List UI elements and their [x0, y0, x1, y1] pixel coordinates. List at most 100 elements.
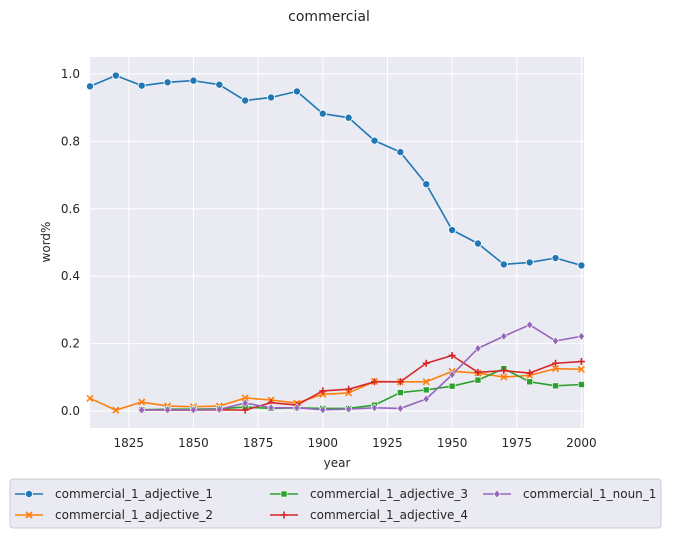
series-line-commercial_1_noun_1	[141, 323, 582, 411]
data-point	[551, 336, 560, 346]
data-point	[422, 394, 430, 404]
y-tick-label: 0.2	[61, 337, 80, 351]
series-line-commercial_1_adjective_1	[89, 74, 582, 267]
data-point	[448, 382, 456, 390]
data-point	[267, 93, 276, 102]
data-point	[241, 406, 249, 414]
data-point	[345, 389, 353, 397]
series-line-commercial_1_adjective_2	[89, 367, 582, 411]
y-tick-labels: 0.0 0.2 0.4 0.6 0.8 1.0	[61, 67, 80, 418]
x-tick-label: 1875	[243, 436, 274, 450]
data-point	[241, 96, 250, 105]
x-tick-label: 1825	[114, 436, 145, 450]
series-commercial_1_adjective_1	[86, 71, 586, 270]
legend-item: commercial_1_adjective_3	[270, 487, 468, 501]
data-point	[111, 71, 120, 80]
data-point	[500, 367, 508, 375]
data-point	[526, 320, 534, 330]
data-point	[525, 258, 534, 267]
data-point	[577, 365, 585, 373]
data-point	[499, 260, 508, 269]
y-tick-label: 1.0	[61, 67, 80, 81]
data-point	[371, 378, 379, 386]
data-point	[551, 365, 560, 373]
legend-marker	[24, 489, 33, 498]
data-point	[396, 403, 404, 413]
x-tick-label: 2000	[566, 436, 597, 450]
x-tick-label: 1975	[501, 436, 532, 450]
data-point	[138, 398, 146, 406]
data-point	[448, 226, 457, 235]
data-point	[370, 403, 379, 413]
legend-label: commercial_1_adjective_1	[55, 487, 213, 501]
legend-marker	[493, 489, 501, 499]
series-commercial_1_noun_1	[138, 320, 585, 415]
legend-label: commercial_1_adjective_3	[310, 487, 468, 501]
grid-lines	[90, 57, 584, 428]
legend-marker	[25, 511, 33, 519]
data-point	[577, 331, 585, 341]
data-point	[578, 381, 585, 388]
legend-label: commercial_1_noun_1	[523, 487, 656, 501]
data-point	[344, 113, 353, 122]
legend-label: commercial_1_adjective_4	[310, 508, 468, 522]
data-point	[138, 405, 146, 415]
legend-item: commercial_1_adjective_1	[15, 487, 213, 501]
y-tick-label: 0.4	[61, 269, 80, 283]
data-point	[577, 358, 585, 366]
legend-item: commercial_1_noun_1	[483, 487, 656, 501]
legend-label: commercial_1_adjective_2	[55, 508, 213, 522]
data-point	[189, 405, 198, 415]
data-point	[241, 398, 249, 408]
data-point	[396, 148, 405, 157]
data-point	[448, 370, 456, 380]
data-point	[164, 405, 172, 415]
data-point	[189, 76, 198, 85]
data-point	[551, 254, 560, 263]
data-point	[215, 80, 224, 89]
data-point	[293, 403, 301, 413]
data-point	[422, 378, 430, 386]
data-point	[474, 343, 482, 353]
y-axis-label: word%	[39, 222, 53, 263]
data-point	[215, 404, 223, 414]
data-point	[345, 404, 353, 414]
data-point	[318, 109, 327, 118]
x-tick-label: 1900	[308, 436, 339, 450]
chart-title: commercial	[288, 9, 370, 25]
legend-item: commercial_1_adjective_4	[270, 508, 468, 522]
x-tick-label: 1850	[178, 436, 209, 450]
legend-marker	[280, 511, 288, 519]
data-point	[396, 378, 404, 386]
data-point	[422, 359, 430, 367]
x-tick-label: 1950	[437, 436, 468, 450]
data-point	[526, 378, 533, 386]
legend-item: commercial_1_adjective_2	[15, 508, 213, 522]
series-group	[86, 71, 586, 415]
data-point	[86, 394, 94, 402]
data-point	[319, 387, 327, 395]
data-point	[292, 87, 301, 96]
legend: commercial_1_adjective_1 commercial_1_adj…	[9, 478, 662, 529]
data-point	[552, 382, 559, 390]
data-point	[474, 368, 482, 376]
data-point	[241, 394, 249, 402]
data-point	[370, 136, 379, 145]
data-point	[422, 180, 431, 189]
data-point	[112, 406, 120, 414]
x-tick-labels: 1825 1850 1875 1900 1925 1950 1975 2000	[114, 436, 597, 450]
data-point	[577, 261, 586, 270]
y-tick-label: 0.0	[61, 404, 80, 418]
data-point	[163, 78, 172, 87]
data-point	[500, 373, 508, 381]
y-tick-label: 0.6	[61, 202, 80, 216]
legend-marker	[280, 490, 288, 498]
data-point	[345, 385, 353, 393]
x-tick-label: 1925	[372, 436, 403, 450]
data-point	[500, 331, 508, 341]
data-point	[137, 81, 146, 90]
data-point	[448, 351, 456, 359]
data-point	[397, 389, 404, 396]
data-point	[86, 82, 95, 91]
